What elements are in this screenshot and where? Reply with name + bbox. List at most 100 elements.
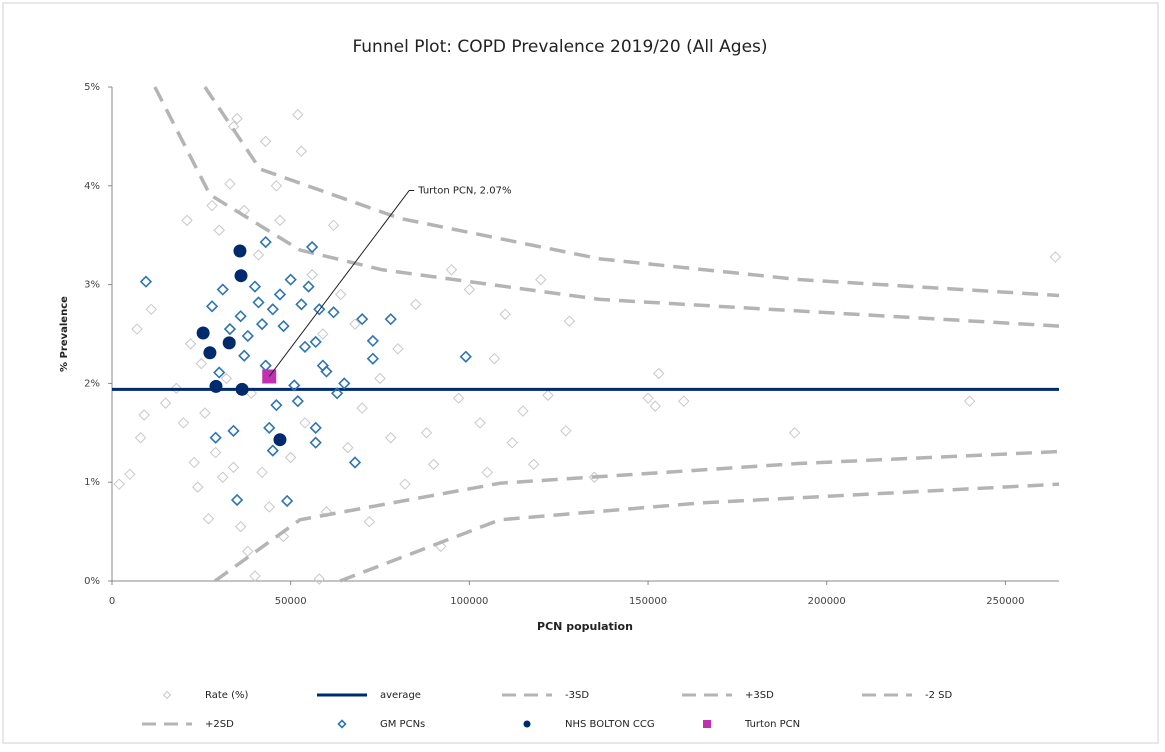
diamond-point	[220, 372, 233, 385]
sd-limit-line	[203, 86, 1060, 298]
diamond-point	[227, 424, 240, 437]
diamond-point	[280, 494, 294, 508]
diamond-point	[288, 379, 301, 392]
diamond-point	[298, 340, 312, 353]
diamond-point	[481, 466, 493, 479]
diamond-point	[162, 690, 172, 700]
diamond-point	[284, 273, 297, 286]
diamond-point	[274, 214, 286, 227]
diamond-point	[327, 306, 340, 319]
annotation-leader	[268, 189, 415, 377]
diamond-point	[266, 303, 279, 316]
sd-limit-line	[339, 482, 1060, 583]
diamond-point	[255, 317, 269, 331]
diamond-point	[302, 280, 315, 293]
y-tick-label: 5%	[84, 82, 100, 93]
diamond-point	[209, 431, 222, 444]
diamond-point	[217, 471, 229, 483]
diamond-point	[392, 343, 404, 355]
diamond-point	[159, 397, 172, 409]
y-axis-label: % Prevalence	[59, 296, 70, 372]
data-label: Turton PCN, 2.07%	[417, 185, 511, 196]
diamond-point	[242, 545, 254, 558]
diamond-point	[305, 240, 319, 254]
diamond-point	[563, 315, 576, 327]
diamond-point	[266, 444, 279, 457]
legend-label: +2SD	[205, 719, 234, 730]
diamond-point	[138, 409, 150, 421]
diamond-point	[238, 349, 251, 362]
y-tick-label: 0%	[84, 576, 100, 587]
diamond-point	[560, 425, 572, 437]
diamond-point	[124, 468, 136, 481]
circle-point	[203, 346, 217, 360]
diamond-point	[234, 310, 247, 323]
diamond-point	[320, 365, 333, 378]
diamond-point	[113, 478, 125, 490]
diamond-point	[348, 456, 362, 469]
diamond-point	[188, 456, 200, 469]
diamond-point	[459, 350, 472, 363]
diamond-point	[338, 377, 351, 390]
legend-label: Rate (%)	[205, 690, 249, 701]
diamond-point	[170, 382, 183, 395]
x-axis-label: PCN population	[537, 620, 633, 633]
x-tick-label: 200000	[808, 596, 846, 607]
diamond-point	[535, 273, 547, 286]
diamond-point	[309, 335, 322, 349]
diamond-point	[284, 451, 297, 464]
diamond-point	[342, 441, 354, 454]
diamond-point	[241, 329, 254, 343]
diamond-point	[213, 366, 226, 379]
circle-point	[233, 244, 247, 258]
y-tick-label: 3%	[84, 280, 100, 291]
circle-point	[273, 433, 287, 447]
diamond-point	[327, 219, 340, 232]
diamond-point	[678, 395, 690, 407]
diamond-point	[231, 112, 243, 125]
legend-label: -2 SD	[925, 690, 952, 701]
diamond-point	[320, 506, 333, 518]
diamond-point	[506, 436, 518, 449]
diamond-point	[366, 352, 380, 365]
diamond-point	[134, 432, 147, 444]
diamond-point	[227, 461, 240, 474]
circle-point	[209, 379, 223, 393]
diamond-point	[270, 399, 283, 412]
diamond-point	[517, 405, 529, 417]
diamond-point	[263, 501, 275, 513]
diamond-point	[542, 389, 554, 401]
diamond-point	[263, 421, 276, 434]
diamond-point	[273, 288, 287, 301]
legend-label: -3SD	[565, 690, 589, 701]
diamond-point	[445, 264, 458, 276]
diamond-point	[420, 427, 433, 439]
diamond-point	[295, 145, 308, 157]
x-tick-label: 250000	[986, 596, 1024, 607]
diamond-point	[488, 352, 501, 365]
diamond-point	[205, 300, 219, 313]
diamond-point	[384, 313, 397, 326]
diamond-point	[223, 322, 237, 336]
diamond-point	[259, 135, 272, 148]
diamond-point	[337, 719, 347, 729]
diamond-point	[139, 275, 153, 288]
diamond-point	[317, 328, 329, 340]
sd-limit-line	[153, 86, 1060, 328]
diamond-point	[292, 108, 304, 121]
diamond-point	[248, 280, 262, 293]
diamond-point	[249, 570, 261, 582]
diamond-point	[1049, 251, 1062, 263]
legend-label: Turton PCN	[744, 719, 800, 730]
diamond-point	[209, 446, 222, 459]
circle-point	[196, 326, 210, 340]
diamond-point	[313, 573, 325, 585]
diamond-point	[642, 392, 654, 404]
diamond-point	[427, 458, 440, 471]
diamond-point	[356, 402, 368, 414]
x-tick-label: 100000	[450, 596, 488, 607]
y-tick-label: 2%	[84, 378, 100, 389]
diamond-point	[306, 269, 318, 281]
diamond-point	[224, 178, 236, 190]
